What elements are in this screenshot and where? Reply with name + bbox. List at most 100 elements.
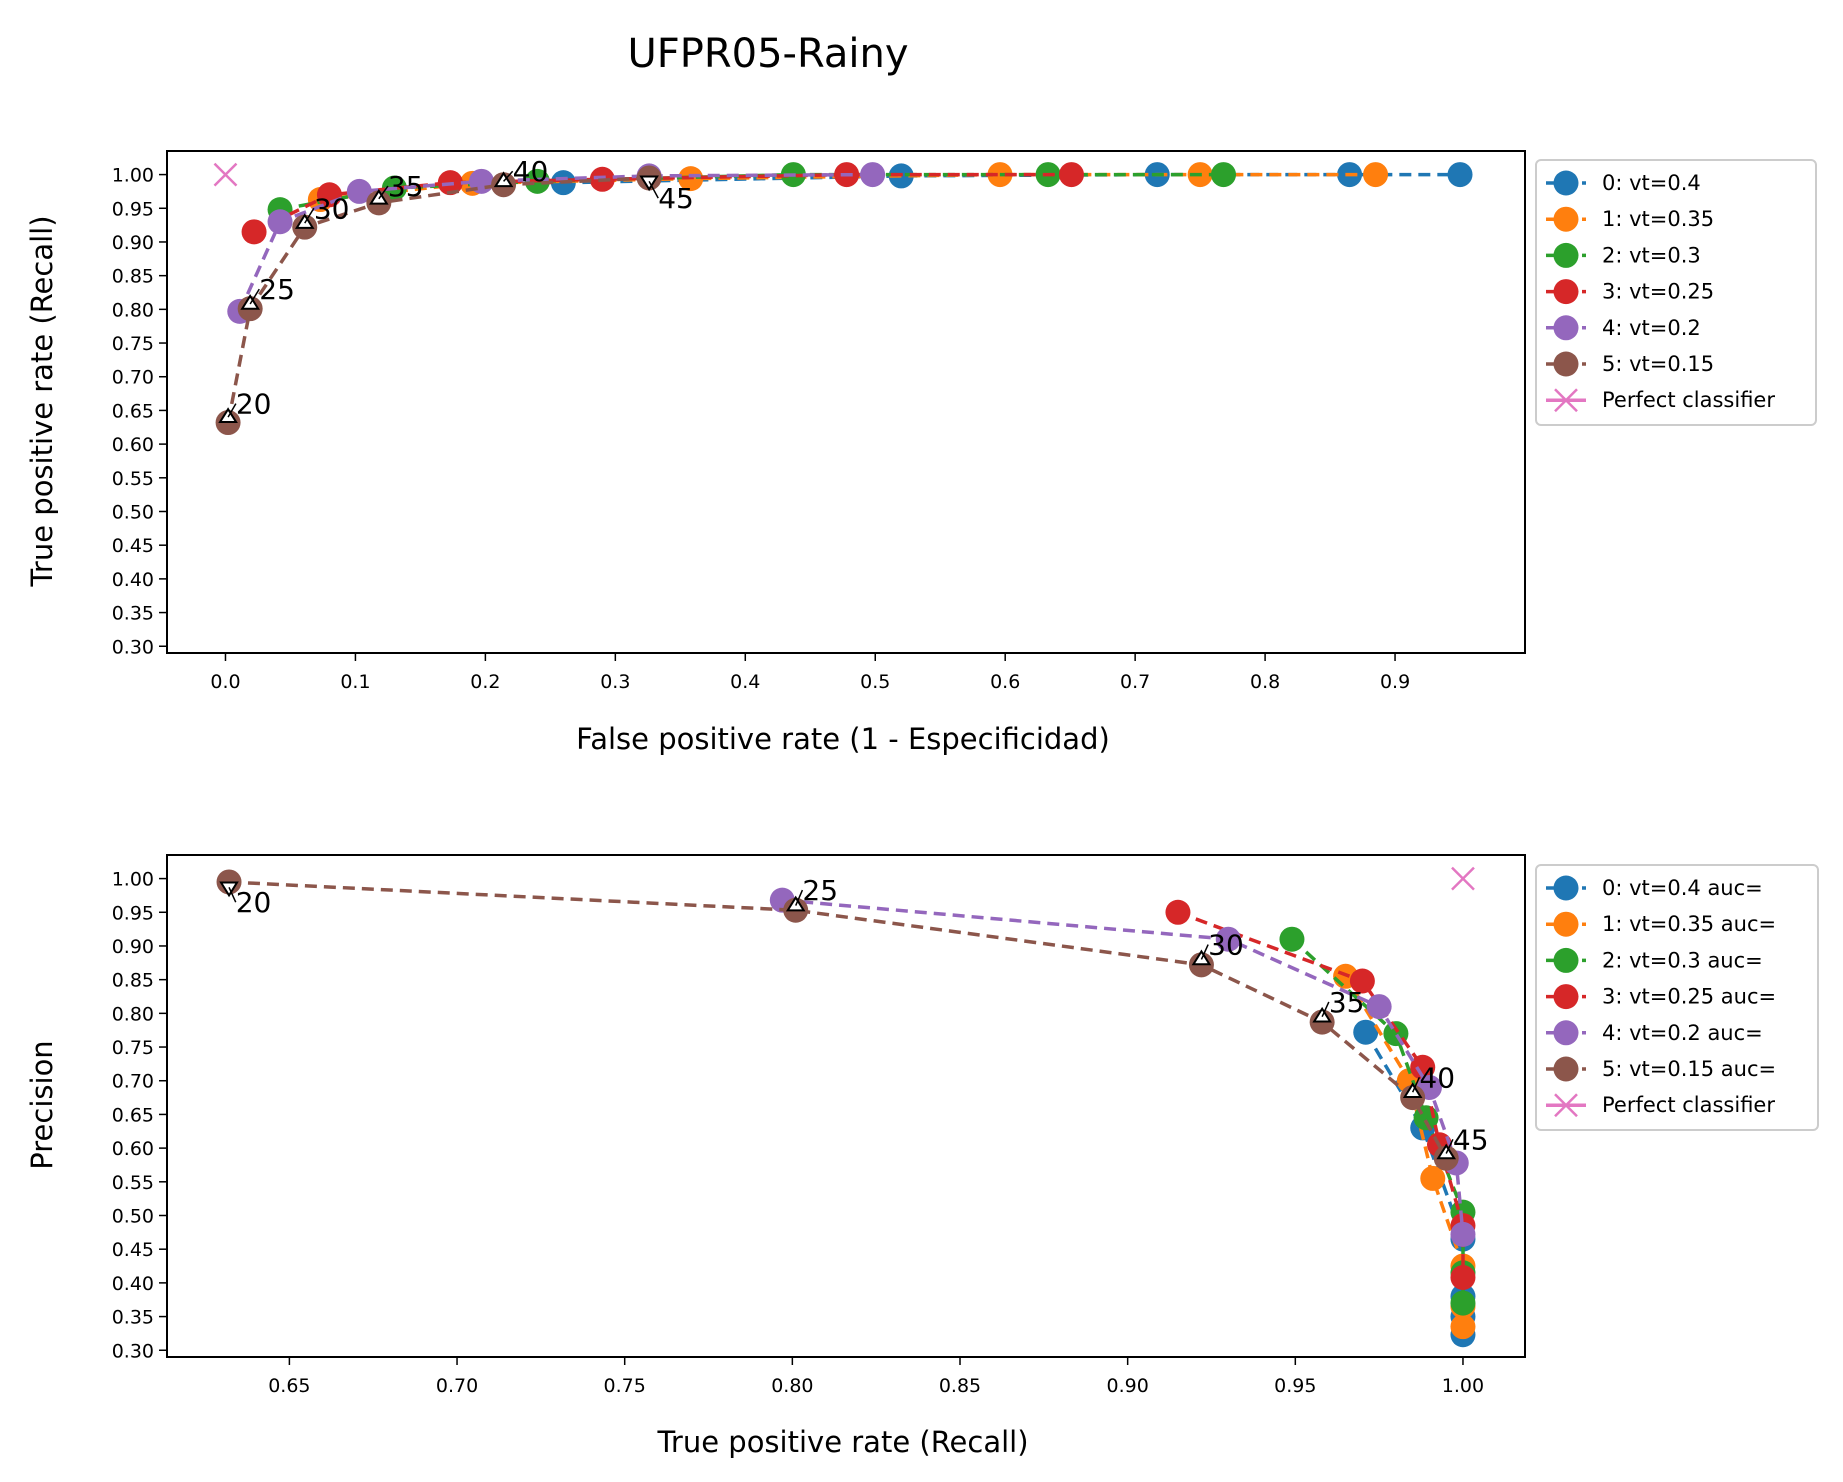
pr-y-tick-label: 0.45 — [112, 1239, 154, 1261]
pr-x-tick-label: 0.95 — [1274, 1375, 1316, 1397]
roc-annotation-arrow — [240, 294, 260, 310]
pr-annotation-leader — [795, 889, 804, 906]
roc-legend-box — [1535, 159, 1817, 426]
pr-series-3-point — [1165, 899, 1191, 925]
pr-annotation-label: 30 — [1208, 929, 1244, 962]
pr-series-3-point — [1349, 968, 1375, 994]
pr-y-tick-label: 1.00 — [112, 869, 154, 891]
roc-y-tick-label: 0.30 — [112, 636, 154, 658]
pr-series-0-point — [1353, 1019, 1379, 1045]
roc-legend-label: 3: vt=0.25 — [1602, 280, 1714, 304]
pr-y-tick-label: 0.30 — [112, 1340, 154, 1362]
roc-series-4-point — [346, 178, 372, 204]
pr-annotation-label: 40 — [1419, 1061, 1455, 1094]
pr-series-4-point — [1215, 926, 1241, 952]
roc-y-tick-label: 0.35 — [112, 603, 154, 625]
pr-legend-label: 3: vt=0.25 auc= — [1602, 985, 1776, 1009]
roc-legend-swatch-marker — [1554, 388, 1578, 413]
roc-series-4-point — [860, 162, 886, 188]
roc-legend-swatch-marker — [1553, 351, 1579, 377]
roc-y-tick-label: 0.80 — [112, 299, 154, 321]
pr-y-tick-label: 0.35 — [112, 1307, 154, 1329]
roc-legend-swatch-marker — [1553, 242, 1579, 268]
pr-y-axis-label: Precision — [25, 1040, 59, 1169]
roc-annotation-label: 35 — [388, 170, 424, 203]
pr-series-3-line — [1177, 910, 1465, 1278]
pr-y-tick-label: 0.75 — [112, 1037, 154, 1059]
pr-annotation-label: 20 — [236, 886, 272, 919]
pr-series-1-point — [1450, 1314, 1476, 1340]
roc-series-3-point — [241, 219, 267, 245]
pr-legend-label: 1: vt=0.35 auc= — [1602, 912, 1776, 936]
roc-annotation-label: 40 — [513, 155, 549, 188]
pr-legend-label: 4: vt=0.2 auc= — [1602, 1021, 1763, 1045]
pr-y-tick-label: 0.70 — [112, 1071, 154, 1093]
pr-plot-frame — [166, 854, 1526, 1358]
pr-series-2-point — [1279, 926, 1305, 952]
pr-x-axis-label: True positive rate (Recall) — [656, 1425, 1028, 1459]
roc-series-4-point — [267, 209, 293, 235]
roc-legend-label: 4: vt=0.2 — [1602, 316, 1701, 340]
roc-y-tick-label: 0.50 — [112, 501, 154, 523]
roc-x-tick-label: 0.1 — [340, 671, 370, 693]
pr-annotation-label: 45 — [1453, 1123, 1489, 1156]
pr-x-tick-label: 0.90 — [1107, 1375, 1149, 1397]
roc-y-tick-label: 0.60 — [112, 434, 154, 456]
pr-y-tick-label: 0.55 — [112, 1172, 154, 1194]
pr-x-tick-label: 0.70 — [436, 1375, 478, 1397]
pr-series-4-point — [1366, 994, 1392, 1020]
roc-chart: False positive rate (1 - Especificidad) … — [25, 150, 1817, 756]
roc-plot-frame — [166, 150, 1526, 654]
pr-series-1-line — [1344, 975, 1465, 1327]
roc-annotation-arrow — [218, 407, 238, 423]
pr-series-1-point — [1420, 1165, 1446, 1191]
pr-y-tick-label: 0.80 — [112, 1003, 154, 1025]
pr-series-3-point — [1450, 1264, 1476, 1290]
roc-annotation-label: 45 — [658, 182, 694, 215]
figure-title: UFPR05-Rainy — [627, 31, 908, 77]
pr-annotation-leader — [1321, 1001, 1330, 1018]
roc-series-4-line — [238, 172, 873, 313]
pr-y-tick-label: 0.60 — [112, 1138, 154, 1160]
roc-annotation-label: 20 — [236, 388, 272, 421]
roc-y-tick-label: 0.70 — [112, 367, 154, 389]
pr-annotation-leader — [1200, 944, 1209, 960]
pr-legend-swatch-marker — [1553, 911, 1579, 937]
roc-x-tick-label: 0.5 — [860, 671, 890, 693]
pr-legend-swatch-marker — [1553, 1056, 1579, 1082]
roc-annotation-arrow — [639, 175, 659, 192]
roc-annotation-leader — [503, 170, 514, 182]
pr-annotation-label: 25 — [802, 874, 838, 907]
pr-perfect-classifier-marker — [1451, 866, 1475, 891]
roc-series-5-line — [226, 176, 650, 423]
pr-y-tick-label: 0.40 — [112, 1273, 154, 1295]
roc-annotation-leader — [304, 207, 315, 224]
roc-y-tick-label: 0.55 — [112, 468, 154, 490]
roc-legend-swatch-marker — [1553, 279, 1579, 305]
pr-legend-label: Perfect classifier — [1602, 1093, 1775, 1117]
roc-y-tick-label: 0.75 — [112, 333, 154, 355]
roc-annotation-arrow — [493, 171, 514, 188]
roc-series-2-point — [1211, 162, 1237, 188]
pr-x-tick-label: 0.65 — [268, 1375, 310, 1397]
pr-annotation-leader — [1445, 1139, 1454, 1154]
pr-legend-swatch-marker — [1553, 875, 1579, 901]
pr-legend-label: 2: vt=0.3 auc= — [1602, 948, 1763, 972]
pr-legend-label: 0: vt=0.4 auc= — [1602, 876, 1763, 900]
pr-legend-box — [1535, 864, 1819, 1131]
roc-legend-swatch-marker — [1553, 170, 1579, 196]
roc-legend-label: 2: vt=0.3 — [1602, 243, 1701, 267]
pr-series-3-point — [1410, 1054, 1436, 1080]
pr-series-4-point — [1450, 1221, 1476, 1247]
pr-y-tick-label: 0.95 — [112, 902, 154, 924]
roc-legend-swatch-marker — [1553, 206, 1579, 232]
roc-legend-label: 1: vt=0.35 — [1602, 207, 1714, 231]
roc-x-tick-label: 0.4 — [730, 671, 760, 693]
roc-annotation-leader — [378, 185, 389, 200]
roc-annotation-label: 25 — [259, 273, 295, 306]
roc-x-tick-label: 0.9 — [1380, 671, 1410, 693]
pr-x-tick-label: 0.85 — [939, 1375, 981, 1397]
pr-legend-label: 5: vt=0.15 auc= — [1602, 1057, 1776, 1081]
pr-x-tick-label: 1.00 — [1442, 1375, 1484, 1397]
pr-legend-swatch-marker — [1554, 1093, 1578, 1118]
